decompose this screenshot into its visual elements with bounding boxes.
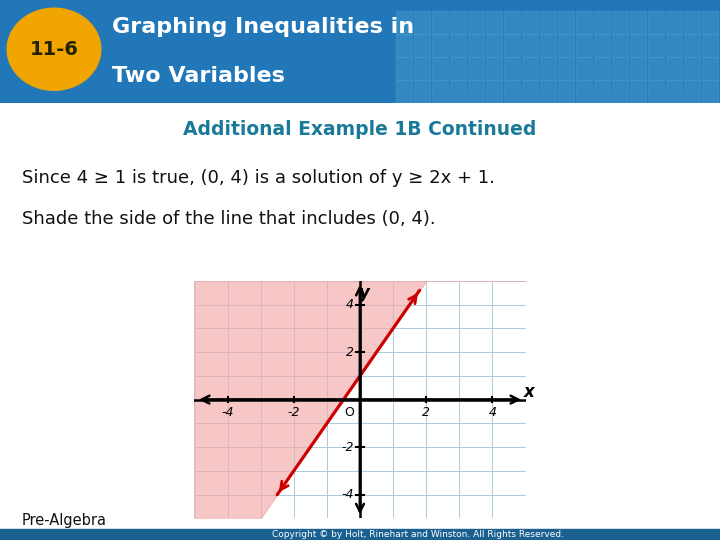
Text: x: x xyxy=(524,383,535,401)
Bar xyxy=(684,11,700,34)
Bar xyxy=(702,34,718,57)
Bar xyxy=(468,34,484,57)
Bar xyxy=(504,57,520,80)
Bar xyxy=(648,34,664,57)
Bar xyxy=(486,34,502,57)
Bar xyxy=(594,11,610,34)
Bar xyxy=(540,57,556,80)
Bar xyxy=(486,57,502,80)
Ellipse shape xyxy=(7,8,101,90)
Bar xyxy=(414,34,430,57)
Bar xyxy=(468,11,484,34)
Bar xyxy=(630,57,646,80)
Bar xyxy=(540,11,556,34)
Bar xyxy=(396,34,412,57)
Text: -2: -2 xyxy=(341,441,354,454)
Bar xyxy=(612,57,628,80)
Bar xyxy=(504,80,520,103)
Bar xyxy=(432,34,448,57)
Bar xyxy=(486,11,502,34)
Bar xyxy=(576,11,592,34)
Bar xyxy=(666,57,682,80)
Bar xyxy=(396,11,412,34)
Bar xyxy=(702,80,718,103)
Bar xyxy=(450,11,466,34)
Bar xyxy=(504,34,520,57)
Bar xyxy=(396,80,412,103)
Bar xyxy=(684,57,700,80)
Text: Shade the side of the line that includes (0, 4).: Shade the side of the line that includes… xyxy=(22,210,435,228)
Bar xyxy=(666,34,682,57)
Bar xyxy=(540,34,556,57)
Bar xyxy=(576,80,592,103)
Bar xyxy=(414,57,430,80)
Text: 4: 4 xyxy=(346,298,354,311)
Bar xyxy=(630,80,646,103)
Bar xyxy=(414,80,430,103)
Bar xyxy=(630,11,646,34)
Text: Graphing Inequalities in: Graphing Inequalities in xyxy=(112,17,414,37)
Bar xyxy=(0,529,720,540)
Bar xyxy=(684,80,700,103)
Bar xyxy=(450,80,466,103)
Bar xyxy=(432,57,448,80)
Bar xyxy=(522,57,538,80)
Bar xyxy=(648,80,664,103)
Bar xyxy=(558,11,574,34)
Text: Pre-Algebra: Pre-Algebra xyxy=(22,512,107,528)
Text: Copyright © by Holt, Rinehart and Winston. All Rights Reserved.: Copyright © by Holt, Rinehart and Winsto… xyxy=(271,530,564,539)
Text: Additional Example 1B Continued: Additional Example 1B Continued xyxy=(184,120,536,139)
Text: 2: 2 xyxy=(346,346,354,359)
Text: -4: -4 xyxy=(341,488,354,501)
Text: 11-6: 11-6 xyxy=(30,40,78,59)
Bar xyxy=(648,11,664,34)
Bar xyxy=(558,80,574,103)
Text: Since 4 ≥ 1 is true, (0, 4) is a solution of y ≥ 2x + 1.: Since 4 ≥ 1 is true, (0, 4) is a solutio… xyxy=(22,170,495,187)
Bar xyxy=(594,57,610,80)
Bar xyxy=(576,57,592,80)
Bar xyxy=(666,11,682,34)
Bar xyxy=(396,57,412,80)
Bar xyxy=(558,34,574,57)
Bar xyxy=(540,80,556,103)
Bar xyxy=(684,34,700,57)
Text: -4: -4 xyxy=(221,406,234,419)
Bar xyxy=(522,11,538,34)
Bar xyxy=(432,80,448,103)
Bar xyxy=(522,34,538,57)
Bar xyxy=(612,11,628,34)
Text: y: y xyxy=(359,285,369,302)
Bar xyxy=(594,80,610,103)
Bar xyxy=(576,34,592,57)
Bar xyxy=(486,80,502,103)
Bar xyxy=(702,57,718,80)
Bar xyxy=(594,34,610,57)
Bar xyxy=(522,80,538,103)
Bar xyxy=(450,34,466,57)
Bar xyxy=(666,80,682,103)
Bar xyxy=(612,34,628,57)
Text: Two Variables: Two Variables xyxy=(112,66,284,86)
Text: 2: 2 xyxy=(422,406,431,419)
Bar xyxy=(648,57,664,80)
Bar xyxy=(612,80,628,103)
Bar xyxy=(504,11,520,34)
Bar xyxy=(558,57,574,80)
Bar xyxy=(630,34,646,57)
Text: -2: -2 xyxy=(287,406,300,419)
Bar xyxy=(468,57,484,80)
Bar xyxy=(432,11,448,34)
Bar xyxy=(468,80,484,103)
Bar xyxy=(450,57,466,80)
Bar xyxy=(702,11,718,34)
Text: 4: 4 xyxy=(488,406,497,419)
Text: O: O xyxy=(344,406,354,419)
Bar xyxy=(414,11,430,34)
